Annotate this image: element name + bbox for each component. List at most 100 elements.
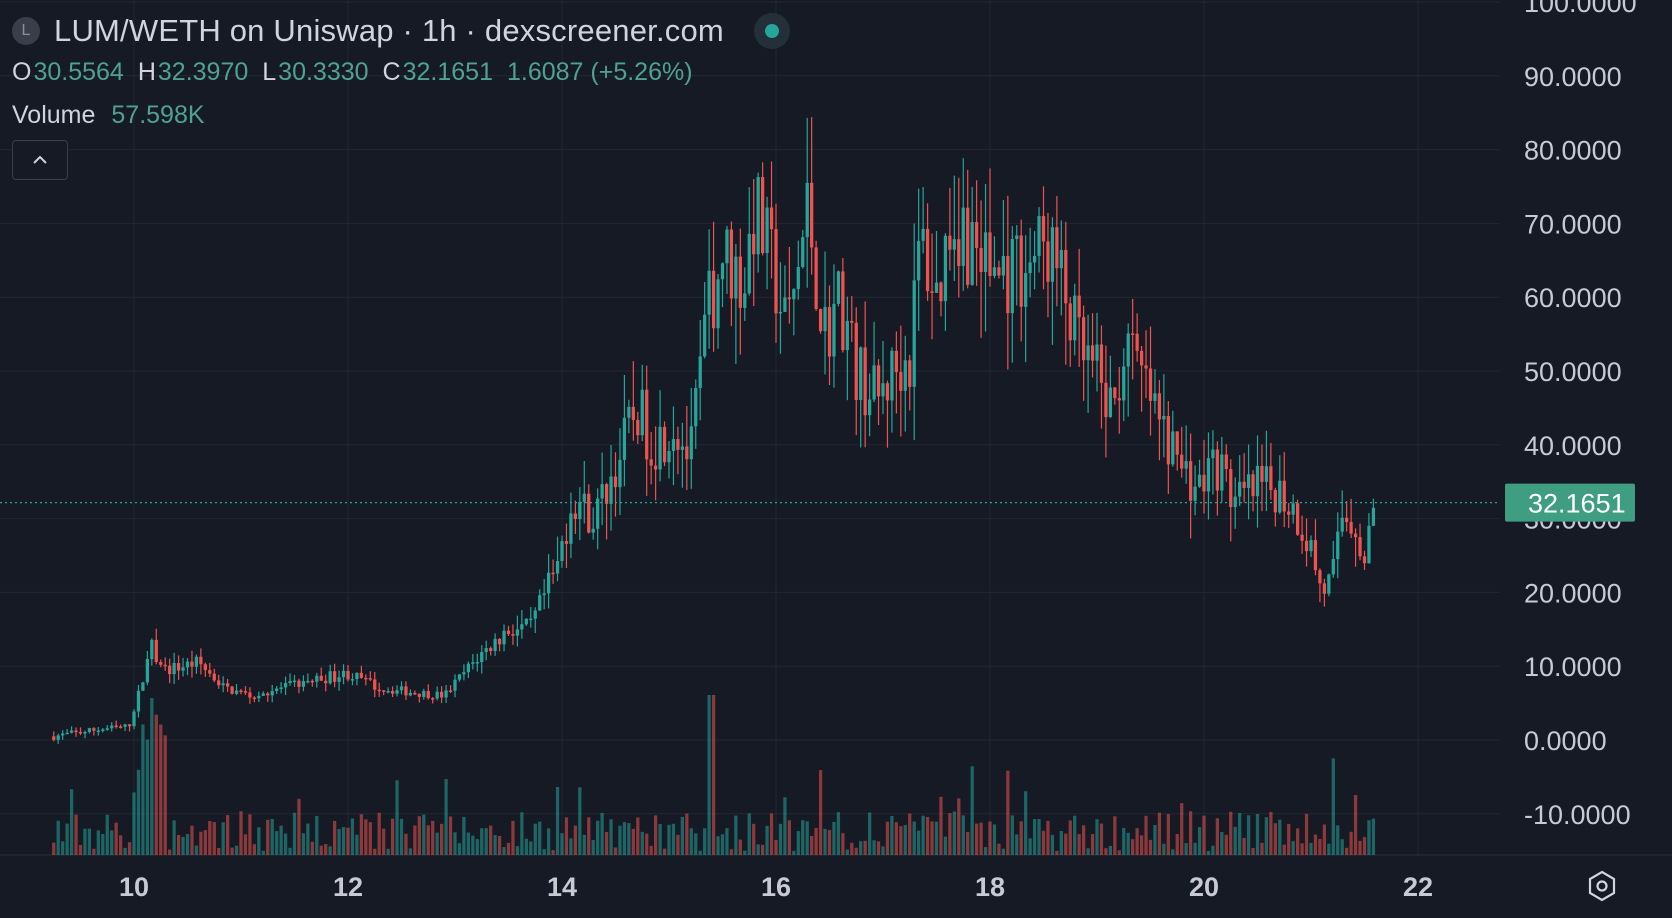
volume-bar bbox=[1104, 848, 1108, 855]
candle-body bbox=[970, 222, 974, 285]
volume-bar bbox=[110, 830, 114, 855]
candle-body bbox=[685, 446, 689, 460]
candle-body bbox=[560, 541, 564, 562]
volume-bar bbox=[729, 849, 734, 855]
candle-body bbox=[1322, 583, 1327, 594]
candle-body bbox=[827, 307, 832, 357]
candle-body bbox=[1202, 474, 1206, 492]
volume-bar bbox=[1144, 815, 1148, 855]
candle-body bbox=[65, 732, 69, 735]
candle-body bbox=[1153, 393, 1157, 401]
volume-bar bbox=[542, 849, 546, 855]
volume-bar bbox=[1336, 825, 1340, 855]
volume-bar bbox=[1064, 833, 1068, 855]
candle-body bbox=[306, 680, 310, 683]
volume-bar bbox=[1041, 830, 1046, 855]
volume-bar bbox=[921, 815, 925, 855]
volume-bar bbox=[1001, 848, 1006, 855]
candle-body bbox=[1251, 474, 1255, 497]
candle-body bbox=[1095, 344, 1099, 361]
volume-bar bbox=[239, 811, 243, 855]
volume-bar bbox=[382, 828, 386, 855]
candle-body bbox=[694, 388, 698, 427]
candle-body bbox=[1242, 481, 1246, 488]
volume-label: Volume bbox=[12, 101, 96, 129]
candle-body bbox=[1371, 507, 1376, 526]
volume-legend: Volume 57.598K bbox=[12, 101, 790, 130]
candle-body bbox=[716, 279, 720, 329]
x-tick-label: 16 bbox=[761, 872, 791, 902]
candle-body bbox=[110, 725, 114, 729]
candle-body bbox=[230, 686, 234, 694]
volume-bar bbox=[368, 822, 372, 855]
volume-bar bbox=[894, 822, 899, 855]
price-axis[interactable]: 100.0000 90.0000 80.0000 70.0000 60.0000 50.0… bbox=[1524, 0, 1637, 830]
volume-bar bbox=[1233, 826, 1237, 855]
candle-body bbox=[275, 688, 279, 692]
collapse-legend-button[interactable] bbox=[12, 140, 68, 180]
token-badge[interactable]: L bbox=[12, 17, 40, 45]
candle-body bbox=[881, 383, 885, 397]
volume-bar bbox=[1211, 845, 1215, 855]
close-key: C bbox=[382, 58, 401, 86]
volume-bar bbox=[1349, 831, 1353, 855]
volume-bar bbox=[475, 839, 479, 855]
candle-body bbox=[1345, 517, 1349, 523]
y-tick-label: -10.0000 bbox=[1524, 800, 1631, 830]
volume-bar bbox=[671, 823, 676, 855]
volume-bar bbox=[872, 840, 876, 855]
candle-body bbox=[1282, 480, 1286, 512]
volume-bar bbox=[1322, 824, 1327, 855]
volume-bar bbox=[792, 850, 796, 855]
candle-body bbox=[653, 465, 658, 470]
volume-bar bbox=[279, 825, 283, 855]
candle-body bbox=[435, 691, 439, 699]
volume-bar bbox=[613, 847, 618, 855]
volume-bar bbox=[435, 832, 439, 855]
volume-bar bbox=[903, 825, 907, 855]
volume-bar bbox=[957, 798, 961, 855]
volume-bar bbox=[801, 820, 805, 855]
candle-body bbox=[689, 426, 693, 460]
volume-bar bbox=[315, 815, 319, 855]
time-axis[interactable]: 10 12 14 16 18 20 22 bbox=[119, 872, 1433, 902]
candle-body bbox=[725, 229, 729, 264]
candle-body bbox=[1260, 465, 1264, 482]
volume-bar bbox=[96, 830, 100, 855]
chart-settings-button[interactable] bbox=[1584, 868, 1620, 904]
candle-body bbox=[738, 256, 742, 308]
volume-bar bbox=[564, 817, 569, 855]
volume-bar bbox=[814, 827, 818, 855]
candle-body bbox=[203, 664, 207, 671]
volume-bar bbox=[1220, 832, 1224, 855]
candle-body bbox=[1340, 517, 1344, 532]
volume-bar bbox=[738, 839, 742, 855]
volume-bar bbox=[876, 841, 881, 855]
candle-body bbox=[952, 239, 956, 250]
volume-bar bbox=[337, 829, 341, 855]
candle-body bbox=[1295, 503, 1300, 535]
candle-body bbox=[569, 513, 573, 544]
candle-body bbox=[582, 493, 586, 502]
candle-body bbox=[591, 528, 595, 533]
volume-bar bbox=[823, 828, 827, 855]
close-value: 32.1651 bbox=[402, 58, 493, 86]
candle-body bbox=[912, 280, 916, 387]
volume-bar bbox=[805, 821, 809, 855]
volume-bar bbox=[1193, 842, 1197, 855]
volume-bar bbox=[974, 823, 979, 855]
live-status-icon bbox=[753, 13, 790, 49]
volume-bar bbox=[417, 816, 421, 855]
volume-bar bbox=[930, 821, 934, 855]
volume-bar bbox=[934, 821, 939, 855]
candle-body bbox=[395, 690, 399, 694]
candle-body bbox=[506, 630, 511, 635]
candle-body bbox=[413, 692, 417, 695]
candle-body bbox=[337, 677, 341, 682]
volume-bar bbox=[203, 830, 207, 855]
candle-body bbox=[983, 232, 988, 272]
volume-bar bbox=[992, 824, 997, 855]
volume-bar bbox=[257, 827, 261, 855]
candle-body bbox=[1309, 540, 1313, 552]
